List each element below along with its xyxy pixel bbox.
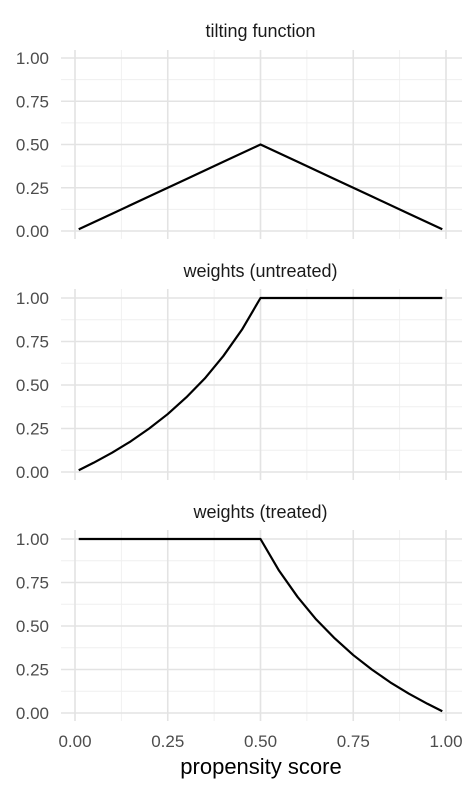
- facet-title: tilting function: [205, 21, 315, 41]
- series-line: [78, 143, 443, 231]
- y-tick-label: 0.75: [16, 92, 49, 111]
- y-tick-label: 0.00: [16, 222, 49, 241]
- series-line: [78, 537, 443, 713]
- x-tick-label: 0.75: [337, 732, 370, 751]
- x-tick-label: 0.25: [151, 732, 184, 751]
- x-tick-label: 0.50: [244, 732, 277, 751]
- y-tick-label: 1.00: [16, 49, 49, 68]
- x-axis: 0.00 0.25 0.50 0.75 1.00: [58, 732, 462, 751]
- y-tick-label: 0.75: [16, 574, 49, 593]
- panel-3: 0.00 0.25 0.50 0.75 1.00 weights (treated): [16, 502, 462, 723]
- y-tick-label: 0.75: [16, 333, 49, 352]
- panel-1: 0.00 0.25 0.50 0.75 1.00 tilting function: [16, 21, 462, 241]
- x-tick-label: 1.00: [429, 732, 462, 751]
- y-tick-label: 0.00: [16, 463, 49, 482]
- y-tick-label: 0.50: [16, 136, 49, 155]
- y-tick-label: 0.25: [16, 179, 49, 198]
- x-axis-title: propensity score: [180, 754, 341, 779]
- y-tick-label: 0.50: [16, 376, 49, 395]
- y-tick-label: 0.00: [16, 704, 49, 723]
- series-line: [78, 296, 443, 472]
- y-tick-label: 0.50: [16, 617, 49, 636]
- x-tick-label: 0.00: [58, 732, 91, 751]
- y-tick-label: 0.25: [16, 420, 49, 439]
- y-tick-label: 1.00: [16, 289, 49, 308]
- facet-title: weights (untreated): [182, 261, 337, 281]
- panel-2: 0.00 0.25 0.50 0.75 1.00 weights (untreated): [16, 261, 462, 482]
- y-tick-label: 1.00: [16, 530, 49, 549]
- y-tick-label: 0.25: [16, 661, 49, 680]
- facet-title: weights (treated): [192, 502, 327, 522]
